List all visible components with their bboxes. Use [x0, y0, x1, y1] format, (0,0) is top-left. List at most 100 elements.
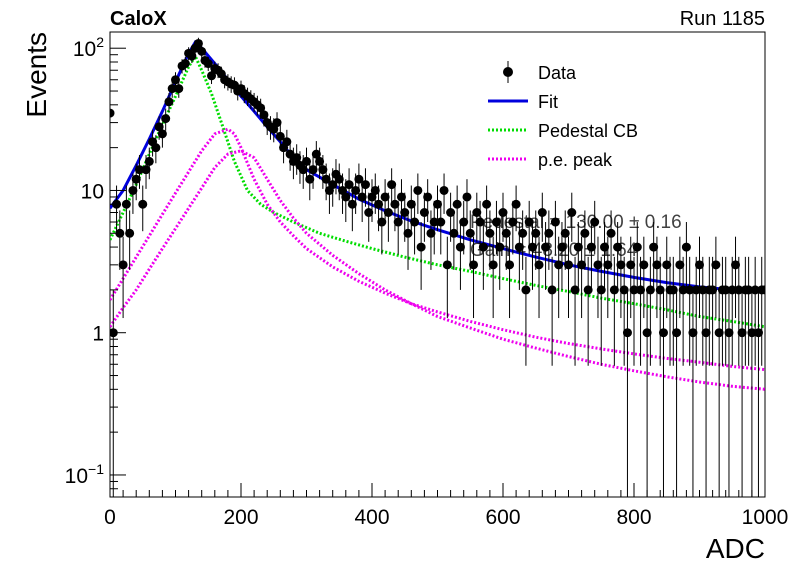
data-point	[364, 192, 374, 242]
data-point	[193, 37, 203, 50]
data-point	[429, 200, 439, 255]
data-point	[734, 256, 744, 366]
data-marker	[616, 260, 626, 270]
data-marker	[760, 285, 765, 295]
data-marker	[416, 242, 426, 252]
data-marker	[318, 165, 328, 175]
data-marker	[685, 285, 695, 295]
data-point	[442, 236, 452, 319]
data-point	[485, 210, 495, 270]
run-label: Run 1185	[680, 8, 765, 30]
data-marker	[488, 260, 498, 270]
x-tick-label: 0	[104, 506, 116, 529]
data-point	[508, 200, 518, 255]
data-point	[344, 168, 354, 207]
data-point	[449, 210, 459, 270]
data-marker	[655, 285, 665, 295]
data-point	[583, 256, 593, 366]
data-marker	[259, 110, 269, 120]
data-point	[760, 256, 765, 366]
data-point	[134, 155, 144, 189]
data-point	[573, 222, 583, 290]
data-marker	[334, 174, 344, 184]
data-point	[537, 192, 547, 242]
data-point	[334, 163, 344, 201]
data-point	[619, 256, 629, 366]
data-point	[311, 141, 321, 171]
data-point	[180, 56, 190, 71]
data-point	[377, 200, 387, 255]
data-marker	[701, 328, 711, 338]
data-point	[174, 80, 184, 98]
data-marker	[141, 165, 151, 175]
data-marker	[747, 328, 757, 338]
data-marker	[419, 207, 429, 217]
data-marker	[554, 260, 564, 270]
data-point	[714, 289, 724, 497]
data-marker	[151, 143, 161, 153]
data-point	[675, 236, 685, 319]
legend-entry: Data	[503, 61, 577, 83]
data-marker	[452, 199, 462, 209]
data-point	[737, 289, 747, 497]
data-marker	[403, 228, 413, 238]
data-marker	[711, 260, 721, 270]
data-point	[472, 192, 482, 242]
data-marker	[459, 217, 469, 227]
x-tick-label: 400	[354, 506, 389, 529]
data-marker	[609, 285, 619, 295]
data-marker	[734, 285, 744, 295]
data-point	[501, 210, 511, 270]
data-point	[439, 173, 449, 214]
fit-result-line: Gain = 48.20 ± 1.64	[470, 240, 638, 261]
data-point	[658, 289, 668, 497]
data-point	[161, 108, 171, 131]
data-marker	[380, 192, 390, 202]
data-point	[603, 236, 613, 319]
data-point	[462, 179, 472, 223]
data-point	[652, 236, 662, 319]
data-marker	[118, 260, 128, 270]
data-marker	[134, 165, 144, 175]
data-marker	[668, 285, 678, 295]
y-axis-label: Events	[21, 32, 52, 118]
data-point	[360, 168, 370, 207]
data-point	[115, 210, 125, 270]
data-point	[609, 256, 619, 366]
data-point	[187, 49, 197, 64]
data-point	[691, 256, 701, 366]
data-marker	[121, 199, 131, 209]
data-marker	[606, 228, 616, 238]
data-marker	[138, 199, 148, 209]
data-point	[672, 289, 682, 497]
data-point	[125, 210, 135, 270]
data-marker	[495, 242, 505, 252]
data-point	[423, 179, 433, 223]
data-marker	[714, 328, 724, 338]
data-marker	[161, 114, 171, 124]
data-point	[639, 236, 649, 319]
fit-result-line: Pedestal = 130.00 ± 0.16	[470, 212, 682, 233]
data-marker	[590, 217, 600, 227]
data-marker	[370, 185, 380, 195]
data-point	[668, 256, 678, 366]
data-marker	[753, 328, 763, 338]
data-point	[403, 210, 413, 270]
data-marker	[449, 228, 459, 238]
data-point	[645, 256, 655, 366]
data-point	[452, 185, 462, 232]
data-marker	[721, 285, 731, 295]
data-point	[695, 236, 704, 319]
data-point	[534, 236, 544, 319]
data-marker	[131, 174, 141, 184]
data-marker	[406, 199, 416, 209]
legend-label: Pedestal CB	[538, 121, 638, 141]
data-point	[685, 256, 695, 366]
data-point	[600, 222, 610, 290]
data-marker	[724, 328, 734, 338]
data-point	[203, 56, 213, 71]
legend-label: p.e. peak	[538, 150, 613, 170]
data-marker	[485, 228, 495, 238]
data-point	[302, 147, 311, 180]
